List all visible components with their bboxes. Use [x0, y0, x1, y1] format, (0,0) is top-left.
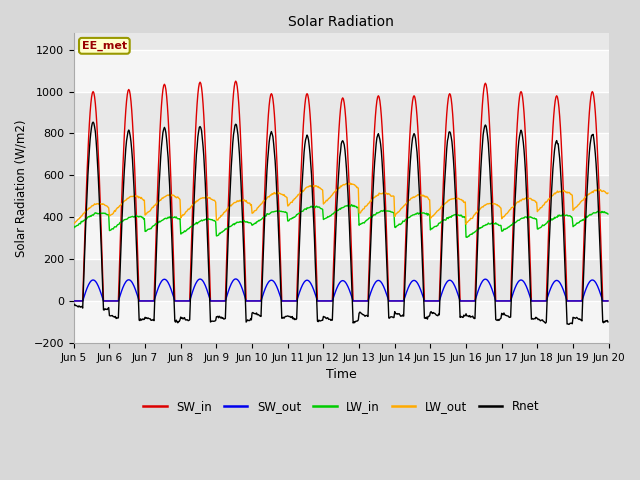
SW_out	[79, 296, 87, 301]
SW_out	[232, 276, 239, 282]
LW_out	[134, 195, 142, 201]
Rnet	[189, 214, 197, 220]
LW_out	[189, 202, 196, 207]
Rnet	[564, 322, 572, 327]
Bar	[74, 217, 609, 259]
LW_out	[422, 193, 430, 199]
SW_out	[70, 298, 77, 304]
SW_in	[604, 298, 612, 304]
Line: LW_out: LW_out	[74, 183, 608, 224]
LW_out	[70, 221, 77, 227]
LW_in	[217, 230, 225, 236]
Legend: SW_in, SW_out, LW_in, LW_out, Rnet: SW_in, SW_out, LW_in, LW_out, Rnet	[138, 395, 544, 418]
SW_in	[422, 298, 430, 304]
SW_in	[70, 298, 77, 304]
Rnet	[406, 159, 414, 165]
Rnet	[70, 302, 77, 308]
SW_in	[79, 275, 87, 280]
LW_in	[134, 214, 142, 220]
LW_in	[463, 234, 470, 240]
LW_in	[70, 225, 77, 231]
SW_out	[422, 298, 430, 304]
SW_in	[134, 275, 142, 280]
Rnet	[422, 315, 430, 321]
Line: SW_out: SW_out	[74, 279, 608, 301]
Rnet	[79, 284, 87, 289]
LW_in	[604, 211, 612, 217]
LW_in	[348, 202, 355, 207]
SW_in	[406, 124, 414, 130]
Rnet	[135, 317, 143, 323]
LW_out	[462, 221, 470, 227]
Y-axis label: Solar Radiation (W/m2): Solar Radiation (W/m2)	[15, 119, 28, 257]
LW_in	[79, 217, 87, 223]
Rnet	[604, 319, 612, 325]
Line: LW_in: LW_in	[74, 204, 608, 237]
LW_in	[422, 211, 430, 216]
SW_out	[134, 296, 142, 301]
LW_in	[406, 214, 414, 219]
LW_out	[79, 211, 87, 216]
LW_in	[189, 223, 196, 228]
Bar	[74, 50, 609, 92]
Text: EE_met: EE_met	[82, 41, 127, 51]
LW_out	[406, 196, 414, 202]
LW_out	[346, 180, 354, 186]
Rnet	[218, 314, 225, 320]
Bar	[74, 133, 609, 175]
LW_out	[217, 213, 225, 218]
Line: SW_in: SW_in	[74, 81, 608, 301]
SW_in	[217, 298, 225, 304]
X-axis label: Time: Time	[326, 368, 356, 381]
Title: Solar Radiation: Solar Radiation	[288, 15, 394, 29]
Line: Rnet: Rnet	[74, 122, 608, 324]
SW_out	[217, 298, 225, 304]
SW_in	[189, 203, 196, 209]
SW_out	[406, 281, 414, 287]
SW_in	[232, 78, 239, 84]
LW_out	[604, 190, 612, 196]
SW_out	[189, 288, 196, 294]
Rnet	[89, 119, 97, 125]
Bar	[74, 301, 609, 343]
SW_out	[604, 298, 612, 304]
